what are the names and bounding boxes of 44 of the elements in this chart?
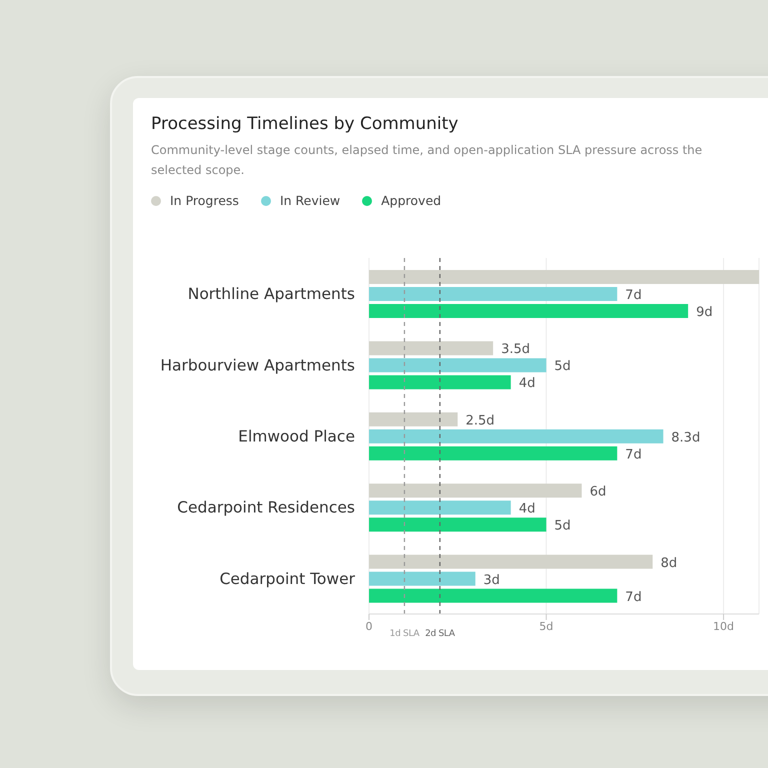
data-label: 5d bbox=[554, 359, 571, 374]
chart-subtitle: Community-level stage counts, elapsed time, and open-application SLA pressure across the selected scope. bbox=[151, 142, 704, 179]
data-label: 7d bbox=[625, 590, 642, 605]
data-label: 8d bbox=[660, 556, 678, 571]
legend-label: In Review bbox=[278, 193, 340, 208]
y-tick-label: Harbourview Apartments bbox=[160, 356, 355, 374]
data-label: 6d bbox=[590, 484, 606, 500]
data-label: 4d bbox=[518, 376, 536, 392]
legend-label: Approved bbox=[380, 193, 442, 208]
data-label: 8.3d bbox=[671, 430, 700, 446]
data-label: 2.5d bbox=[466, 413, 495, 428]
bar bbox=[369, 518, 546, 532]
legend-label: In Progress bbox=[169, 193, 239, 208]
bar bbox=[369, 572, 476, 586]
data-label: 7d bbox=[625, 447, 642, 462]
bar bbox=[369, 304, 688, 318]
ref-line-label: 1d SLA bbox=[390, 629, 420, 639]
data-label: 9d bbox=[696, 305, 713, 320]
bar bbox=[369, 500, 511, 515]
data-label: 3.5d bbox=[501, 342, 530, 358]
x-tick-label: 5d bbox=[539, 620, 554, 633]
y-tick-label: Elmwood Place bbox=[238, 428, 355, 446]
bar bbox=[369, 484, 582, 498]
x-tick-label: 10d bbox=[713, 620, 734, 633]
bar bbox=[369, 358, 546, 372]
chart-title: Processing Timelines by Community bbox=[151, 114, 458, 134]
bar bbox=[369, 446, 618, 460]
bar bbox=[369, 375, 511, 390]
bar bbox=[369, 287, 618, 301]
bar bbox=[369, 554, 653, 569]
y-tick-label: Northline Apartments bbox=[188, 285, 355, 304]
bar bbox=[369, 270, 759, 284]
data-label: 7d bbox=[625, 288, 642, 303]
bar bbox=[369, 412, 458, 426]
data-label: 3d bbox=[483, 572, 500, 588]
bar bbox=[369, 429, 664, 444]
bar bbox=[369, 588, 618, 603]
bar bbox=[369, 341, 494, 356]
x-tick-label: 0 bbox=[366, 620, 372, 633]
data-label: 4d bbox=[518, 502, 536, 517]
ref-line-label: 2d SLA bbox=[425, 629, 456, 639]
y-tick-label: Cedarpoint Residences bbox=[177, 498, 355, 517]
data-label: 5d bbox=[554, 518, 571, 534]
y-tick-label: Cedarpoint Tower bbox=[220, 570, 356, 588]
